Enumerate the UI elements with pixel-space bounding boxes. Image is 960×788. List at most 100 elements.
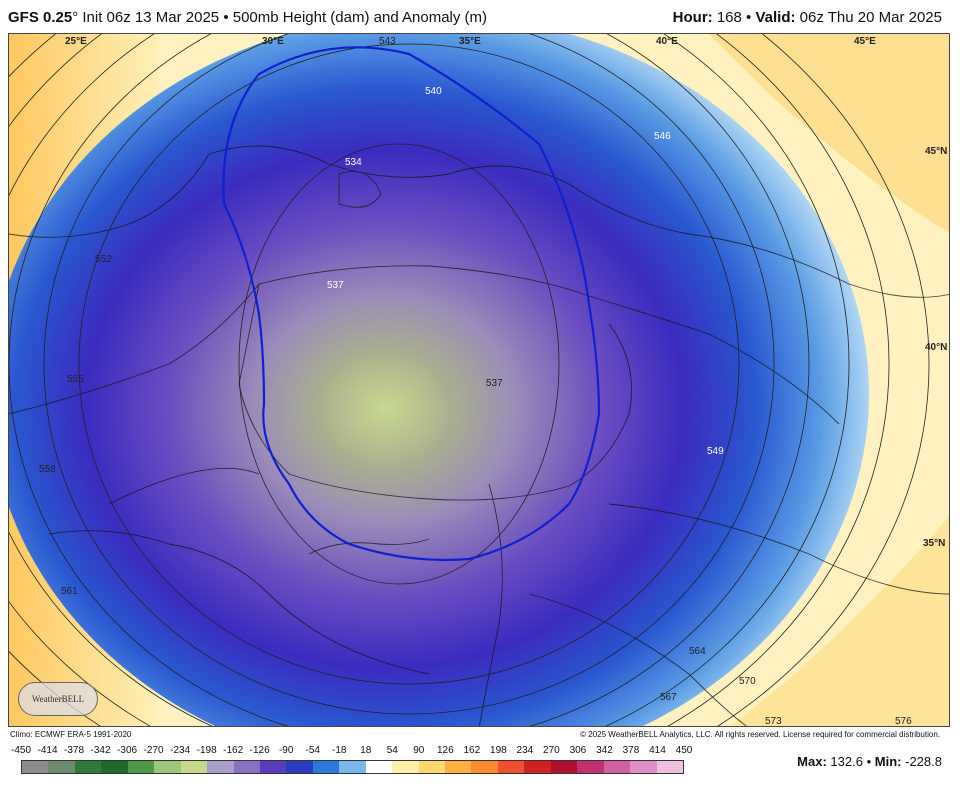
lon-label-30e: 30°E xyxy=(262,36,284,47)
title-right: Hour: 168 • Valid: 06z Thu 20 Mar 2025 xyxy=(673,9,942,26)
contour-labels: 534 537 537 540 543 546 549 552 555 558 … xyxy=(39,36,912,727)
contour-label-576: 576 xyxy=(895,716,912,727)
warm-anomaly-southeast xyxy=(731,516,949,726)
colorbar-tick-label: 450 xyxy=(675,745,693,756)
contour-label-549: 549 xyxy=(707,446,724,457)
colorbar-swatch xyxy=(656,761,683,773)
weatherbell-logo: WeatherBELL xyxy=(18,682,98,716)
colorbar-swatch xyxy=(630,761,657,773)
colorbar-tick-label: -270 xyxy=(143,745,164,756)
contour-label-543: 543 xyxy=(379,36,396,47)
lon-label-25e: 25°E xyxy=(65,36,87,47)
colorbar-swatch xyxy=(392,761,419,773)
colorbar-swatch xyxy=(22,761,49,773)
colorbar-swatch xyxy=(180,761,208,773)
valid-value: 06z Thu 20 Mar 2025 xyxy=(799,9,942,26)
logo-text: WeatherBELL xyxy=(31,694,85,704)
colorbar-tick-label: -378 xyxy=(64,745,85,756)
hour-label: Hour: xyxy=(672,9,713,26)
colorbar-tick-label: -162 xyxy=(223,745,244,756)
height-contours xyxy=(9,34,930,726)
colorbar-tick-label: 90 xyxy=(413,745,425,756)
degree-symbol: ° xyxy=(72,9,79,26)
colorbar-swatch xyxy=(312,761,340,773)
colorbar-swatch xyxy=(577,761,604,773)
colorbar-tick-label: 198 xyxy=(490,745,507,756)
colorbar-tick-label: 306 xyxy=(569,745,587,756)
colorbar-tick-label: -342 xyxy=(90,745,111,756)
contour-label-537b: 537 xyxy=(486,378,503,389)
colorbar-swatch xyxy=(207,761,234,773)
hour-value: 168 xyxy=(716,9,742,26)
title-left: GFS 0.25° Init 06z 13 Mar 2025 • 500mb H… xyxy=(8,9,487,26)
colorbar-swatch xyxy=(550,761,578,773)
warm-anomaly-northeast xyxy=(709,34,949,233)
colorbar-swatch xyxy=(497,761,525,773)
lat-labels: 45°N 40°N 35°N xyxy=(923,146,947,549)
lon-label-40e: 40°E xyxy=(656,36,678,47)
colorbar-tick-label: -306 xyxy=(117,745,138,756)
contour-540-highlight xyxy=(222,46,601,562)
colorbar-swatch xyxy=(524,761,551,773)
contour-label-570: 570 xyxy=(739,676,756,687)
colorbar-tick-label: -450 xyxy=(10,745,32,756)
colorbar-tick-label: 234 xyxy=(516,745,534,756)
colorbar-tick-labels: -450 -414 -378 -342 -306 -270 -234 -198 -162 -126… xyxy=(11,745,692,759)
header-bar: GFS 0.25° Init 06z 13 Mar 2025 • 500mb H… xyxy=(0,0,960,30)
contour-label-555: 555 xyxy=(67,374,84,385)
bullet: • xyxy=(223,9,229,26)
contour-label-552: 552 xyxy=(95,254,112,265)
colorbar-tick-label: 18 xyxy=(360,745,372,756)
colorbar-tick-label: -90 xyxy=(278,745,294,756)
valid-label: Valid: xyxy=(755,9,796,26)
contour-label-546: 546 xyxy=(654,131,671,142)
contour-label-540: 540 xyxy=(425,86,442,97)
field-stats: Max: 132.6 • Min: -228.8 xyxy=(797,754,942,769)
colorbar-swatch xyxy=(418,761,445,773)
contour-label-558: 558 xyxy=(39,464,56,475)
contour-label-564: 564 xyxy=(689,646,706,657)
copyright-note: © 2025 WeatherBELL Analytics, LLC. All r… xyxy=(580,730,940,739)
lon-label-45e: 45°E xyxy=(854,36,876,47)
anomaly-colorbar: -450 -414 -378 -342 -306 -270 -234 -198 -162 -126… xyxy=(11,745,692,774)
colorbar-swatch xyxy=(154,761,181,773)
colorbar-tick-label: -414 xyxy=(37,745,58,756)
init-time: Init 06z 13 Mar 2025 xyxy=(82,9,220,26)
colorbar-swatch xyxy=(471,761,498,773)
cold-anomaly-core xyxy=(9,34,869,726)
max-label: Max: xyxy=(797,754,827,769)
contour-label-534: 534 xyxy=(345,157,362,168)
lon-label-35e: 35°E xyxy=(459,36,481,47)
colorbar-tick-label: 414 xyxy=(649,745,666,756)
colorbar-tick-label: 342 xyxy=(596,745,613,756)
colorbar-tick-label: 162 xyxy=(463,745,481,756)
colorbar-tick-label: -18 xyxy=(332,745,347,756)
contour-label-567: 567 xyxy=(660,692,677,703)
colorbar-tick-label: 126 xyxy=(436,745,454,756)
colorbar-swatch xyxy=(286,761,313,773)
colorbar-swatch xyxy=(339,761,366,773)
footer-credits: Climo: ECMWF ERA-5 1991-2020 © 2025 Weat… xyxy=(8,728,950,742)
colorbar-swatch xyxy=(233,761,260,773)
colorbar-tick-label: 378 xyxy=(622,745,640,756)
contour-label-561: 561 xyxy=(61,586,78,597)
min-label: Min: xyxy=(874,754,902,769)
colorbar-tick-label: -234 xyxy=(170,745,191,756)
contour-label-573: 573 xyxy=(765,716,782,727)
borders xyxy=(9,145,949,726)
min-value: -228.8 xyxy=(905,754,942,769)
model-name: GFS 0.25 xyxy=(8,9,73,26)
climo-note: Climo: ECMWF ERA-5 1991-2020 xyxy=(10,730,132,739)
lat-label-45n: 45°N xyxy=(925,146,947,157)
lat-label-35n: 35°N xyxy=(923,538,945,549)
colorbar-tick-label: 54 xyxy=(386,745,398,756)
contour-label-537a: 537 xyxy=(327,280,344,291)
colorbar-swatch xyxy=(445,761,472,773)
colorbar-swatch xyxy=(365,761,393,773)
colorbar-swatch xyxy=(101,761,128,773)
colorbar-swatch xyxy=(74,761,102,773)
lon-labels: 25°E 30°E 35°E 40°E 45°E xyxy=(65,36,876,47)
colorbar-tick-label: -126 xyxy=(249,745,270,756)
colorbar-tick-label: 270 xyxy=(543,745,560,756)
colorbar-tick-label: -198 xyxy=(196,745,217,756)
